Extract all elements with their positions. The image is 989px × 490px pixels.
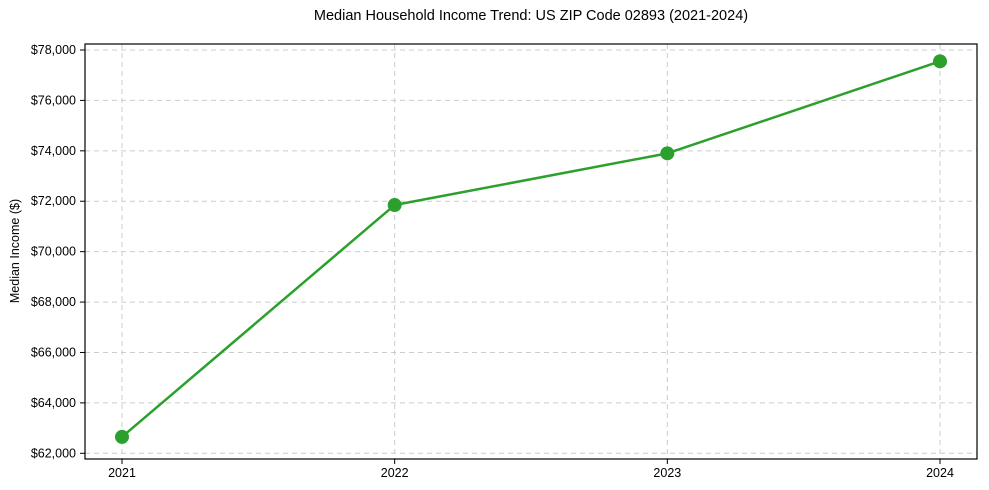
y-tick-label: $78,000 [31, 43, 76, 57]
data-point-marker [387, 198, 402, 213]
y-tick-label: $72,000 [31, 194, 76, 208]
x-tick-label: 2024 [926, 466, 954, 480]
y-tick-label: $62,000 [31, 446, 76, 460]
plot-frame [84, 43, 978, 460]
chart-title: Median Household Income Trend: US ZIP Co… [313, 8, 749, 24]
data-point-marker [115, 429, 129, 444]
y-axis-label: Median Income ($) [8, 198, 22, 304]
y-tick-label: $66,000 [31, 345, 76, 359]
x-tick-label: 2021 [108, 466, 136, 480]
y-tick-label: $68,000 [31, 295, 76, 309]
data-point-marker [933, 54, 947, 69]
y-tick-label: $70,000 [31, 245, 76, 259]
trend-line [120, 60, 942, 439]
data-point-marker [660, 146, 675, 161]
y-tick-label: $76,000 [31, 93, 76, 107]
x-tick-label: 2022 [381, 466, 409, 480]
x-tick-label: 2023 [653, 466, 681, 480]
y-tick-label: $64,000 [31, 396, 76, 410]
y-tick-label: $74,000 [31, 144, 76, 158]
